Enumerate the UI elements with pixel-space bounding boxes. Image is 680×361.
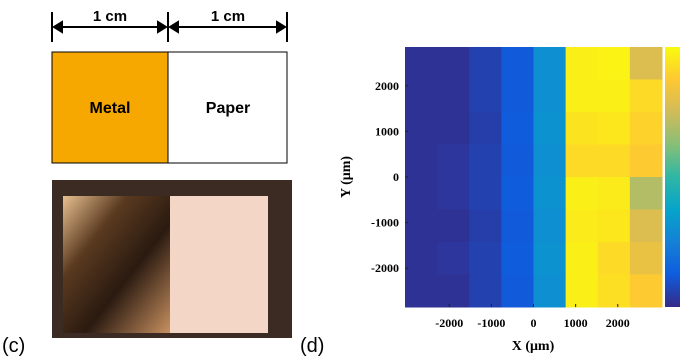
panel-label: (d)	[300, 335, 324, 357]
heatmap-cell	[501, 274, 534, 308]
sample-photo	[52, 180, 292, 338]
heatmap-cell	[597, 274, 631, 308]
y-tick-label: 2000	[375, 79, 399, 93]
x-tick-label: 0	[531, 316, 537, 330]
heatmap-cell	[533, 274, 567, 308]
dimension-label: 1 cm	[211, 8, 245, 25]
heatmap-cell	[629, 177, 663, 210]
y-tick-label: 1000	[375, 124, 399, 138]
heatmap-cell	[565, 144, 599, 178]
heatmap-cell	[469, 274, 502, 308]
heatmap-cell	[437, 144, 470, 178]
colorbar	[665, 47, 680, 307]
heatmap-cell	[533, 112, 567, 145]
metal-region	[51, 51, 169, 164]
x-axis-label: X (μm)	[512, 339, 555, 354]
heatmap-cell	[469, 144, 502, 178]
heatmap-cell	[437, 242, 470, 275]
heatmap-cell	[565, 79, 599, 113]
region-label: Paper	[206, 100, 250, 117]
dimension-label: 1 cm	[93, 8, 127, 25]
heatmap-cell	[533, 209, 567, 243]
heatmap-cell	[501, 177, 534, 210]
heatmap-cell	[501, 242, 534, 275]
y-tick-label: 0	[393, 170, 399, 184]
x-tick-label: -2000	[435, 316, 463, 330]
heatmap-cell	[405, 209, 438, 243]
heatmap-cell	[629, 274, 663, 308]
heatmap-cell	[405, 144, 438, 178]
y-tick-label: -1000	[371, 216, 399, 230]
heatmap-cell	[405, 112, 438, 145]
heatmap-cell	[469, 209, 502, 243]
heatmap-cell	[533, 47, 567, 80]
heatmap-cell	[469, 47, 502, 80]
heatmap-cell	[629, 112, 663, 145]
heatmap-cell	[405, 47, 438, 80]
heatmap-cell	[597, 177, 631, 210]
y-axis-label: Y (μm)	[339, 156, 354, 198]
heatmap-cell	[629, 242, 663, 275]
heatmap-cell	[437, 47, 470, 80]
heatmap-cell	[629, 47, 663, 80]
heatmap-cell	[437, 79, 470, 113]
paper-region	[167, 51, 288, 164]
heatmap-cell	[533, 177, 567, 210]
heatmap-cell	[597, 242, 631, 275]
heatmap-cell	[629, 79, 663, 113]
heatmap-cell	[469, 177, 502, 210]
heatmap-cell	[405, 177, 438, 210]
heatmap-cell	[565, 177, 599, 210]
heatmap-cell	[437, 112, 470, 145]
panel-label: (c)	[2, 335, 25, 357]
heatmap-cell	[597, 112, 631, 145]
dimension-lines	[51, 12, 288, 42]
heatmap-cell	[469, 112, 502, 145]
heatmap-cell	[469, 79, 502, 113]
heatmap-cell	[533, 242, 567, 275]
heatmap-cell	[533, 144, 567, 178]
x-tick-label: 2000	[606, 316, 630, 330]
heatmap-cell	[501, 209, 534, 243]
heatmap-cell	[405, 242, 438, 275]
x-tick-label: 1000	[564, 316, 588, 330]
heatmap-cell	[437, 209, 470, 243]
heatmap-cell	[501, 144, 534, 178]
heatmap-cell	[597, 209, 631, 243]
heatmap-cell	[565, 274, 599, 308]
heatmap-cell	[405, 79, 438, 113]
heatmap-cell	[501, 79, 534, 113]
y-tick-label: -2000	[371, 261, 399, 275]
heatmap-cell	[597, 144, 631, 178]
heatmap-cell	[597, 79, 631, 113]
heatmap-cell	[437, 274, 470, 308]
heatmap-cell	[565, 112, 599, 145]
heatmap-cell	[597, 47, 631, 80]
heatmap-cell	[405, 274, 438, 308]
heatmap-cell	[629, 144, 663, 178]
heatmap-cell	[501, 112, 534, 145]
heatmap-cell	[437, 177, 470, 210]
heatmap-cell	[501, 47, 534, 80]
heatmap-cell	[533, 79, 567, 113]
heatmap-cell	[469, 242, 502, 275]
heatmap-cell	[565, 47, 599, 80]
heatmap-cell	[565, 242, 599, 275]
heatmap-cell	[565, 209, 599, 243]
x-tick-label: -1000	[477, 316, 505, 330]
region-label: Metal	[90, 100, 131, 117]
heatmap-cell	[629, 209, 663, 243]
